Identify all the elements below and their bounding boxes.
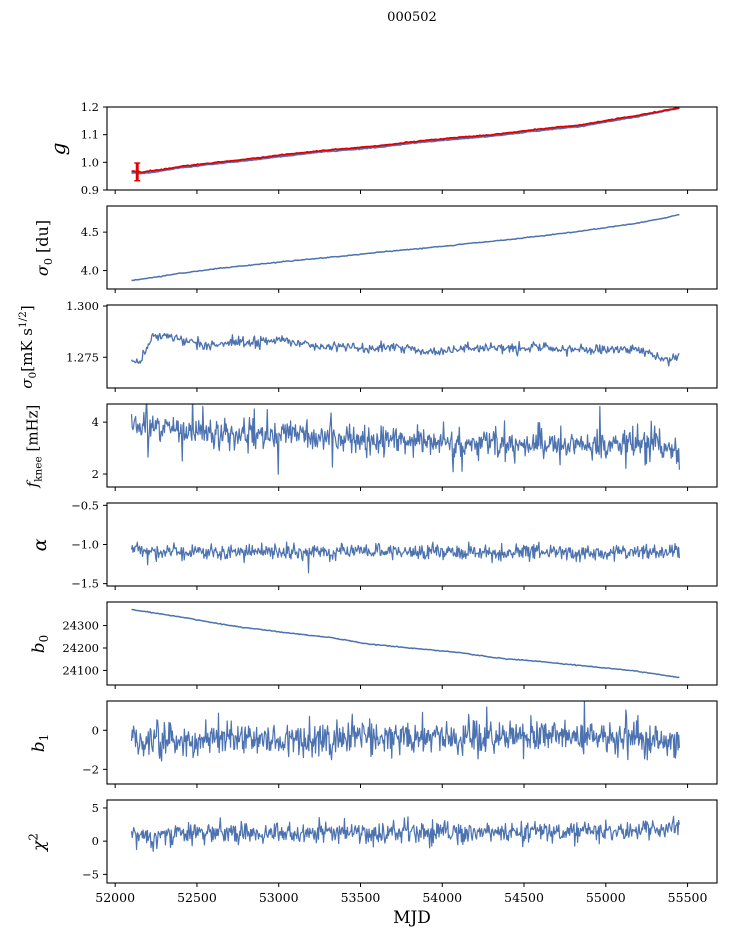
- panel-frame: [106, 304, 718, 389]
- x-tick-label: 54500: [504, 890, 544, 905]
- y-tick-label: 24100: [62, 663, 99, 677]
- panel-sigma0-mks: 1.275 1.300: [66, 299, 718, 392]
- panel-sigma0-du: 4.0 4.5: [81, 205, 718, 293]
- x-tick-label: 52500: [177, 890, 217, 905]
- y-tick-label: 1.0: [81, 155, 99, 169]
- panel-frame: [106, 403, 718, 488]
- panel-b1: 0 −2: [82, 700, 718, 788]
- panel-frame: [106, 700, 718, 785]
- series-sigma0-du: [131, 213, 680, 282]
- y-tick-label: 24200: [62, 641, 99, 655]
- y-tick-label: −2: [82, 762, 99, 776]
- panel-frame: [106, 799, 718, 884]
- y-axis-label-sigma0-du: σ0 [du]: [32, 219, 56, 276]
- panel-frame: [106, 205, 718, 290]
- x-tick-label: 54000: [422, 890, 462, 905]
- y-axis-label-sigma0-mks: σ0[mK s1/2]: [17, 304, 39, 389]
- y-axis-label-chi2: χ2: [26, 832, 50, 851]
- x-tick-label: 55000: [586, 890, 626, 905]
- x-axis-label: MJD: [393, 908, 431, 928]
- y-tick-label: 1.1: [81, 128, 99, 142]
- y-axis-label-alpha: α: [29, 538, 51, 551]
- y-tick-label: −1.0: [71, 538, 99, 552]
- y-axis-label-b1: b1: [28, 733, 52, 752]
- y-tick-label: 1.2: [81, 100, 99, 114]
- panel-alpha: −0.5 −1.0 −1.5: [71, 498, 718, 591]
- y-tick-label: 4: [92, 415, 99, 429]
- series-alpha: [130, 541, 680, 574]
- y-axis-label-g: g: [46, 142, 70, 155]
- panel-fknee: 24: [92, 403, 718, 491]
- y-tick-label: 4.5: [81, 225, 99, 239]
- panel-frame: [106, 106, 718, 191]
- y-tick-label: 0.9: [81, 183, 99, 197]
- y-tick-label: −1.5: [71, 577, 99, 591]
- y-tick-label: 0: [92, 723, 99, 737]
- series-b1: [130, 701, 680, 762]
- figure-title: 000502: [387, 10, 437, 25]
- y-tick-label: 1.275: [66, 350, 99, 364]
- series-fknee: [130, 404, 680, 475]
- x-tick-label: 53000: [259, 890, 299, 905]
- series-gain-data-red: [131, 107, 680, 174]
- panel-b0: 24100 24200 24300: [62, 601, 718, 689]
- panel-frame: [106, 502, 718, 587]
- y-tick-label: 4.0: [81, 264, 99, 278]
- panel-frame: [106, 601, 718, 686]
- series-sigma0-mks: [130, 332, 680, 367]
- y-axis-label-b0: b0: [28, 634, 52, 653]
- y-tick-label: −5: [82, 867, 99, 881]
- panel-chi2: 5 0 −5 52000 52500 53000 53500 54000 54500 55000 5…: [82, 799, 718, 905]
- x-tick-label: 52000: [95, 890, 135, 905]
- x-tick-label: 55500: [668, 890, 708, 905]
- y-tick-label: 0: [92, 834, 99, 848]
- series-chi2: [130, 815, 680, 852]
- series-gain-model-blue: [131, 107, 680, 175]
- series-b0: [131, 608, 680, 679]
- y-tick-label: −0.5: [71, 498, 99, 512]
- y-tick-label: 1.300: [66, 299, 99, 313]
- y-tick-label: 2: [92, 467, 99, 481]
- x-tick-label: 53500: [341, 890, 381, 905]
- panel-g: 0.9 1.0 1.1 1.2: [81, 100, 718, 197]
- y-tick-label: 24300: [62, 619, 99, 633]
- y-tick-label: 5: [92, 801, 99, 815]
- y-axis-label-fknee: fknee [mHz]: [23, 404, 45, 487]
